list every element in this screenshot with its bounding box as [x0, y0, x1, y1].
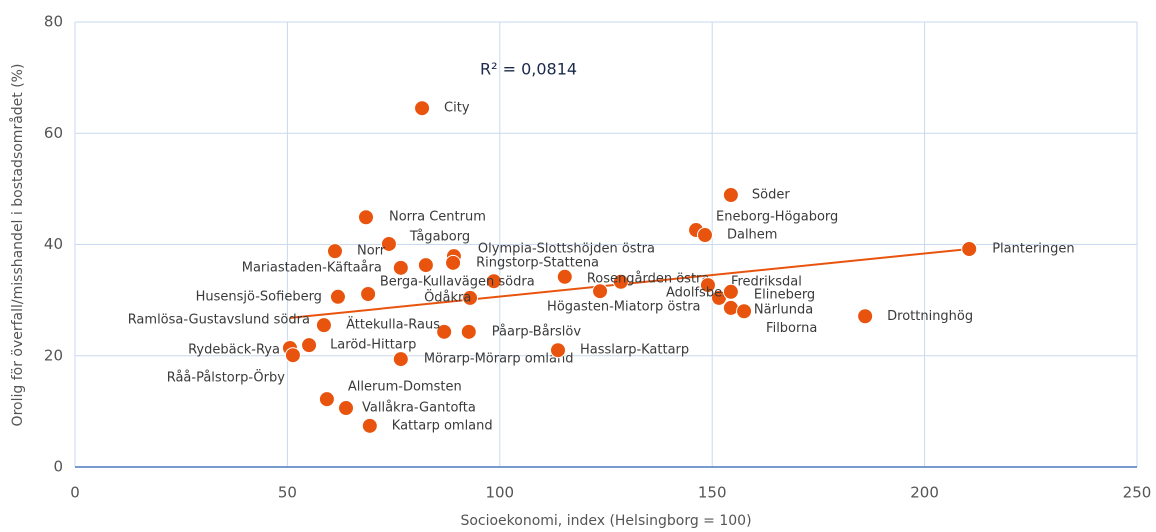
point: [360, 286, 377, 303]
point: [556, 268, 573, 285]
y-tick-label: 40: [44, 235, 63, 253]
point: [361, 417, 378, 434]
point-label: Rosengården östra: [587, 271, 710, 286]
point-label: Norr: [357, 244, 386, 259]
point-label: Allerum-Domsten: [348, 380, 462, 395]
point-label: Olympia-Slottshöjden östra: [478, 242, 655, 257]
x-tick-label: 150: [698, 484, 727, 502]
point: [445, 254, 462, 271]
point-label: Eneborg-Högaborg: [716, 210, 838, 225]
point-label: Ättekulla-Raus: [346, 316, 440, 332]
y-tick-label: 80: [44, 13, 63, 31]
y-tick-label: 60: [44, 124, 63, 142]
point: [326, 243, 343, 260]
point-label: Adolfsberg: [666, 285, 735, 300]
x-tick-label: 250: [1123, 484, 1152, 502]
point-label: Påarp-Bårslöv: [492, 324, 582, 339]
point-label: Rydebäck-Rya: [188, 342, 280, 357]
point: [414, 100, 431, 117]
point-label: Ringstorp-Stattena: [476, 255, 599, 270]
point-label: Råå-Pålstorp-Örby: [167, 369, 286, 386]
point-label: Planteringen: [992, 241, 1074, 256]
point: [961, 240, 978, 257]
point: [722, 186, 739, 203]
point-label: Närlunda: [754, 302, 813, 317]
point-label: Kattarp omland: [392, 418, 493, 433]
point-label: Hasslarp-Kattarp: [580, 343, 689, 358]
r-squared: R² = 0,0814: [480, 60, 577, 79]
point: [301, 337, 318, 354]
point-label: Filborna: [766, 321, 817, 336]
point-label: Ödåkra: [424, 288, 471, 305]
point-label: Mörarp-Mörarp omland: [424, 352, 574, 367]
point-label: Söder: [752, 187, 790, 202]
point: [549, 342, 566, 359]
point: [736, 303, 753, 320]
point: [284, 347, 301, 364]
y-tick-label: 20: [44, 346, 63, 364]
point-label: Vallåkra-Gantofta: [362, 401, 476, 416]
point: [592, 283, 609, 300]
point: [722, 283, 739, 300]
point: [722, 299, 739, 316]
point: [338, 400, 355, 417]
point: [696, 227, 713, 244]
point-label: Mariastaden-Käftaåra: [242, 260, 382, 275]
point-label: Berga-Kullavägen södra: [380, 275, 535, 290]
point: [392, 259, 409, 276]
x-tick-label: 100: [485, 484, 514, 502]
point: [380, 235, 397, 252]
point-label: Fredriksdal: [731, 275, 802, 290]
x-tick-label: 200: [910, 484, 939, 502]
point-label: City: [444, 101, 470, 116]
y-tick-label: 0: [53, 458, 63, 476]
point: [485, 273, 502, 290]
x-axis-title: Socioekonomi, index (Helsingborg = 100): [460, 513, 751, 529]
point-label: Dalhem: [727, 228, 778, 243]
point: [318, 391, 335, 408]
point: [612, 273, 629, 290]
point: [315, 317, 332, 334]
point-label: Elineberg: [754, 287, 815, 302]
point-label: Norra Centrum: [389, 210, 486, 225]
point: [699, 277, 716, 294]
point: [462, 289, 479, 306]
point-label: Högasten-Miatorp östra: [547, 300, 700, 315]
y-axis-title: Orolig för överfall/misshandel i bostads…: [9, 64, 26, 427]
trendline: [289, 247, 970, 319]
point-label: Ramlösa-Gustavslund södra: [128, 313, 310, 328]
point-label: Drottninghög: [887, 309, 973, 324]
point: [857, 308, 874, 325]
point-label: Tågaborg: [409, 229, 470, 244]
point: [329, 288, 346, 305]
point: [392, 351, 409, 368]
x-tick-label: 50: [278, 484, 297, 502]
point: [460, 323, 477, 340]
point: [357, 209, 374, 226]
x-tick-label: 0: [70, 484, 80, 502]
point-label: Husensjö-Sofieberg: [196, 289, 322, 304]
point: [436, 323, 453, 340]
point: [417, 257, 434, 274]
point-label: Laröd-Hittarp: [330, 338, 416, 353]
